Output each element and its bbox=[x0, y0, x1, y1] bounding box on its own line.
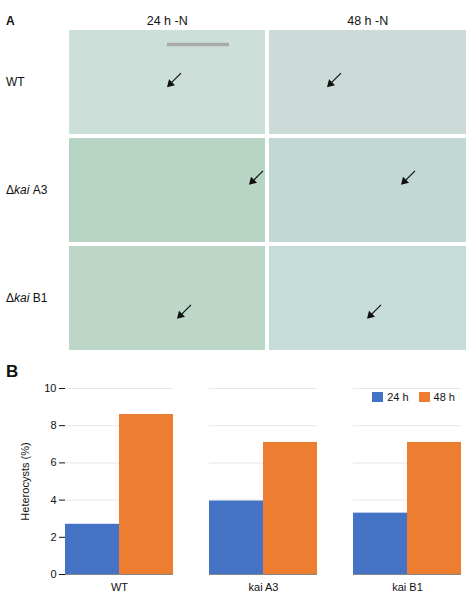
svg-text:8: 8 bbox=[50, 419, 56, 431]
html-text:48 h: 48 h bbox=[433, 391, 455, 403]
svg-text:kai A3: kai A3 bbox=[249, 581, 279, 593]
svg-text:Heterocysts (%): Heterocysts (%) bbox=[19, 442, 31, 520]
svg-text:6: 6 bbox=[50, 456, 56, 468]
html-text:A: A bbox=[6, 14, 15, 28]
html-text:24 h: 24 h bbox=[387, 391, 409, 403]
html-text:Δ kai A3: Δ kai A3 bbox=[6, 183, 48, 197]
svg-text:10: 10 bbox=[44, 382, 56, 394]
html-text:B: B bbox=[6, 362, 19, 381]
html-text:48 h -N: 48 h -N bbox=[347, 14, 389, 28]
svg-text:4: 4 bbox=[50, 494, 56, 506]
html-text:Δ kai B1: Δ kai B1 bbox=[6, 291, 48, 305]
html-text:WT: WT bbox=[6, 75, 25, 89]
svg-text:kai B1: kai B1 bbox=[392, 581, 423, 593]
svg-text:WT: WT bbox=[111, 581, 128, 593]
html-text:24 h -N: 24 h -N bbox=[146, 14, 188, 28]
svg-text:2: 2 bbox=[50, 531, 56, 543]
svg-text:0: 0 bbox=[50, 568, 56, 580]
